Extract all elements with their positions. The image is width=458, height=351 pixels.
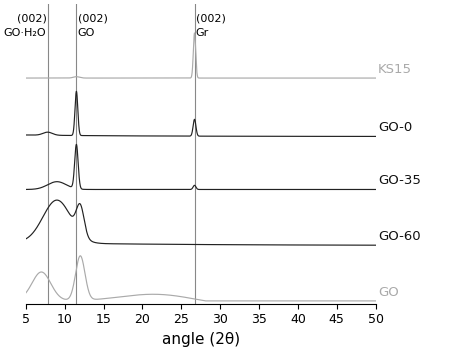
Text: Gr: Gr [196, 28, 209, 38]
Text: GO: GO [378, 286, 398, 299]
Text: GO-0: GO-0 [378, 121, 412, 134]
Text: GO·H₂O: GO·H₂O [4, 28, 46, 38]
Text: GO: GO [77, 28, 95, 38]
Text: (002): (002) [16, 14, 46, 24]
Text: (002): (002) [196, 14, 225, 24]
X-axis label: angle (2θ): angle (2θ) [162, 332, 240, 347]
Text: GO-35: GO-35 [378, 174, 421, 187]
Text: GO-60: GO-60 [378, 230, 420, 243]
Text: (002): (002) [77, 14, 108, 24]
Text: KS15: KS15 [378, 63, 412, 76]
